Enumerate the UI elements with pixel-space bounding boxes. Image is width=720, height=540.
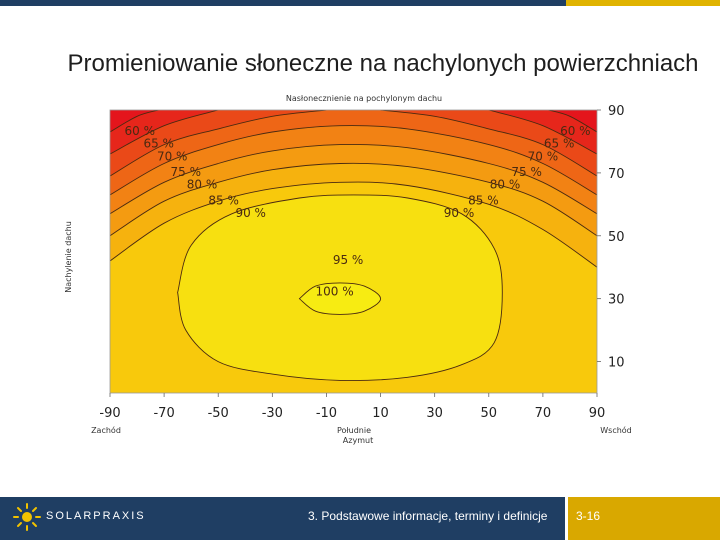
contour-line-95 bbox=[177, 194, 503, 381]
x-tick-label: 10 bbox=[372, 406, 389, 421]
solarpraxis-logo: SOLARPRAXIS bbox=[12, 502, 144, 532]
contour-line-65 bbox=[110, 110, 597, 155]
y-tick-label: 50 bbox=[608, 230, 625, 245]
contour-band-100 bbox=[299, 282, 381, 315]
contour-label: 80 % bbox=[187, 178, 218, 192]
y-axis-label: Nachylenie dachu bbox=[64, 221, 73, 293]
x-tick-label: -50 bbox=[208, 406, 229, 421]
footer-divider bbox=[565, 497, 568, 540]
footer-accent bbox=[565, 497, 720, 540]
contour-lines bbox=[110, 110, 597, 381]
x-tick-label: 50 bbox=[481, 406, 498, 421]
contour-label: 90 % bbox=[444, 206, 475, 220]
contour-label: 60 % bbox=[125, 124, 156, 138]
y-tick-label: 30 bbox=[608, 293, 625, 308]
contour-label: 70 % bbox=[157, 149, 188, 163]
x-label-azimuth: Azymut bbox=[343, 436, 373, 445]
x-tick-label: 30 bbox=[426, 406, 443, 421]
x-tick-label: -90 bbox=[99, 406, 120, 421]
contour-label: 85 % bbox=[468, 193, 499, 207]
contour-bands bbox=[110, 110, 597, 393]
contour-label: 60 % bbox=[560, 124, 591, 138]
top-bar bbox=[0, 0, 720, 6]
contour-label: 85 % bbox=[208, 193, 239, 207]
contour-label: 70 % bbox=[528, 149, 559, 163]
contour-label: 75 % bbox=[171, 165, 202, 179]
sun-icon bbox=[13, 503, 41, 531]
contour-line-80 bbox=[110, 143, 597, 215]
contour-line-70 bbox=[110, 110, 597, 177]
slide-title: Promieniowanie słoneczne na nachylonych … bbox=[67, 50, 699, 77]
contour-label: 100 % bbox=[315, 285, 353, 299]
contour-label: 80 % bbox=[490, 178, 521, 192]
x-tick-label: -70 bbox=[153, 406, 174, 421]
y-tick-label: 90 bbox=[608, 104, 625, 119]
contour-label: 75 % bbox=[511, 165, 542, 179]
logo-text: SOLARPRAXIS bbox=[46, 510, 146, 522]
contour-line-90 bbox=[110, 181, 597, 268]
chart-title: Nasłonecznienie na pochylonym dachu bbox=[286, 94, 442, 103]
axes: -90 -70 -50 -30 -10 10 30 50 70 90 90 70 50 30 10 bbox=[99, 104, 624, 421]
x-label-west: Zachód bbox=[91, 425, 121, 435]
x-tick-label: 90 bbox=[589, 406, 606, 421]
contour-label: 90 % bbox=[235, 206, 266, 220]
contour-line-100 bbox=[298, 282, 382, 315]
y-tick-label: 10 bbox=[608, 356, 625, 371]
contour-label: 65 % bbox=[143, 137, 174, 151]
y-tick-label: 70 bbox=[608, 167, 625, 182]
plot-frame bbox=[109, 109, 598, 394]
contour-label: 95 % bbox=[333, 253, 364, 267]
x-tick-label: 70 bbox=[535, 406, 552, 421]
x-tick-label: -30 bbox=[262, 406, 283, 421]
contour-line-85 bbox=[110, 162, 597, 237]
top-bar-accent bbox=[566, 0, 720, 6]
contour-labels: 60 %65 %70 %75 %80 %85 %90 %95 %100 %60 … bbox=[125, 124, 591, 298]
x-tick-label: -10 bbox=[316, 406, 337, 421]
irradiance-contour-chart: 60 %65 %70 %75 %80 %85 %90 %95 %100 %60 … bbox=[64, 94, 632, 445]
x-label-east: Wschód bbox=[600, 425, 632, 435]
page-number: 3-16 bbox=[576, 509, 601, 523]
contour-line-75 bbox=[110, 125, 597, 196]
footer-chapter: 3. Podstawowe informacje, terminy i defi… bbox=[308, 509, 548, 523]
x-label-south: Południe bbox=[337, 426, 371, 435]
contour-line-60 bbox=[110, 110, 597, 133]
contour-label: 65 % bbox=[544, 137, 575, 151]
